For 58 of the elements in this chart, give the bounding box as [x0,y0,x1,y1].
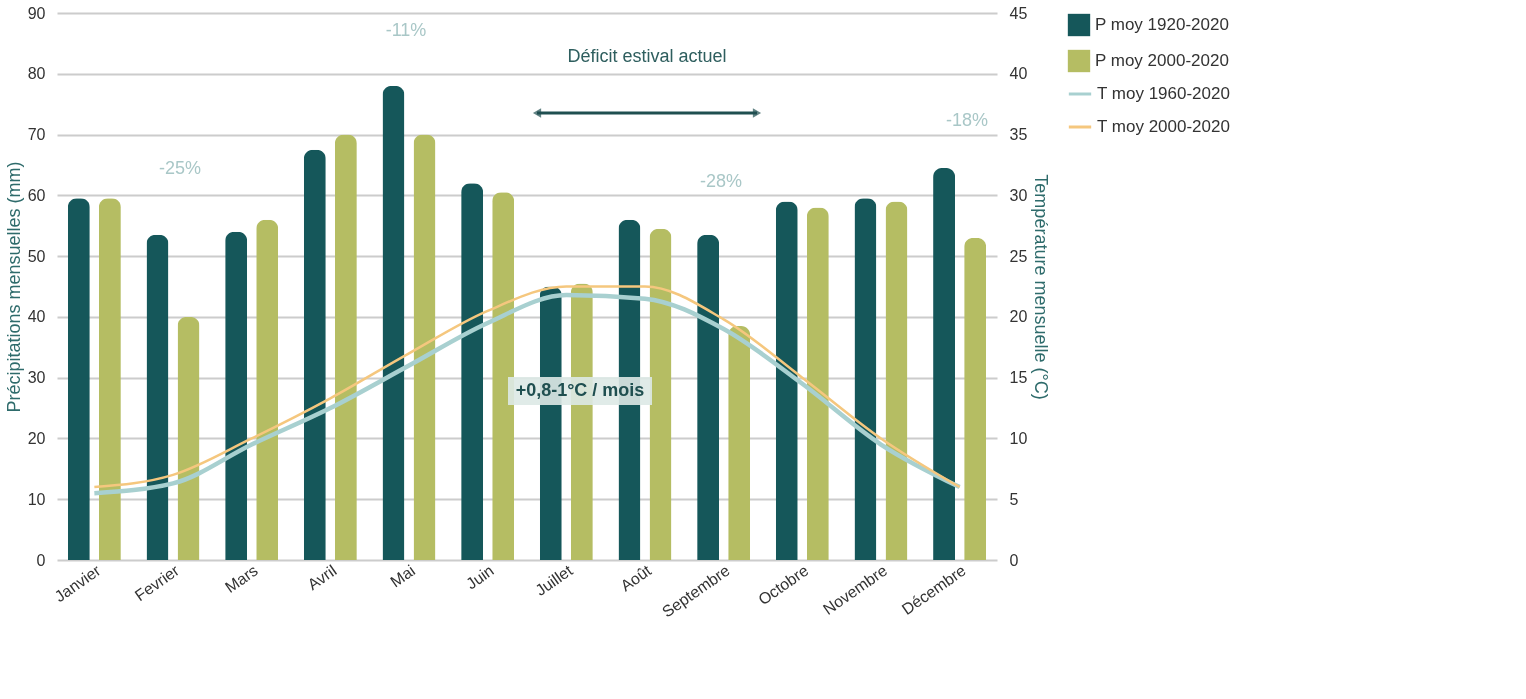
bar [382,85,405,560]
y2-tick-label: 25 [1009,247,1028,265]
bar [933,167,956,560]
y2-axis-title: Température mensuelle (°C) [1031,174,1052,400]
legend-label: T moy 2000-2020 [1097,117,1230,136]
y-axis-title: Précipitations mensuelles (mm) [3,161,24,413]
y-tick-label: 70 [27,126,46,144]
y-tick-label: 10 [27,490,46,508]
annotation: -28% [699,171,743,191]
bar [775,201,798,560]
y2-tick-label: 35 [1009,126,1028,144]
x-tick-label: Mai [387,561,419,591]
bar [177,316,200,560]
bar [728,326,751,560]
y2-tick-label: 5 [1009,490,1019,508]
bar [697,234,720,560]
bar [885,201,908,560]
annotation: -11% [385,20,427,40]
bar [98,198,121,560]
bar [854,198,877,560]
annotation: -18% [945,110,989,130]
x-tick-label: Mars [221,561,261,596]
y2-tick-label: 15 [1009,369,1028,387]
bar [303,149,326,560]
y2-tick-label: 30 [1009,186,1028,204]
y-tick-label: 0 [36,551,46,569]
bar [67,198,90,560]
y-tick-label: 60 [27,186,46,204]
bar [806,207,829,560]
annotation: +0,8-1°C / mois [515,380,645,400]
y2-tick-label: 20 [1009,308,1028,326]
bar [225,231,248,560]
y2-tick-label: 10 [1009,429,1028,447]
y-tick-label: 50 [27,247,46,265]
annotation: -25% [158,158,202,178]
legend-label: T moy 1960-2020 [1097,84,1230,103]
bar [964,237,987,560]
x-tick-label: Juin [463,561,497,593]
y2-tick-label: 45 [1009,4,1028,22]
bar [492,192,515,560]
y-tick-label: 80 [27,65,46,83]
y-tick-label: 90 [27,4,46,22]
bar [413,134,436,560]
y-tick-label: 20 [27,429,46,447]
bar [334,134,357,560]
y2-tick-label: 0 [1009,551,1019,569]
y-tick-label: 30 [27,369,46,387]
y-tick-label: 40 [27,308,46,326]
x-tick-label: Avril [304,561,340,594]
bar [146,234,169,560]
bar [461,183,484,560]
bar [256,219,279,560]
legend-label: P moy 2000-2020 [1095,51,1229,70]
x-tick-label: Août [617,561,655,595]
legend-label: P moy 1920-2020 [1095,15,1229,34]
annotation: Déficit estival actuel [567,46,727,66]
y2-tick-label: 40 [1009,65,1028,83]
bar [649,228,672,560]
